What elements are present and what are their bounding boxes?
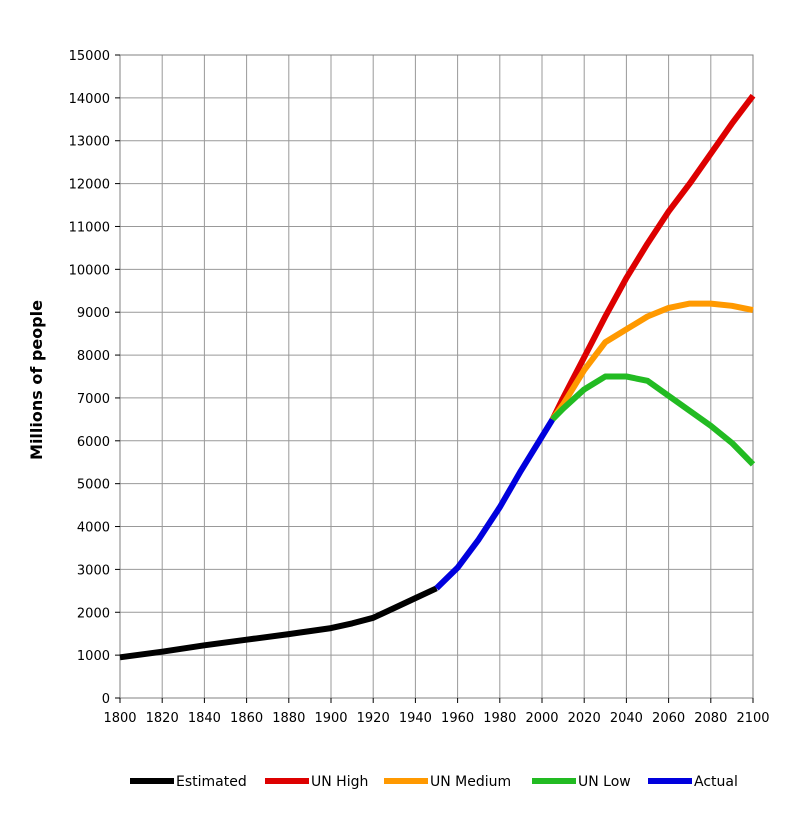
y-tick-label: 9000 — [77, 306, 110, 321]
y-tick-label: 1000 — [77, 649, 110, 664]
y-tick-label: 8000 — [77, 349, 110, 364]
legend-item-estimated: Estimated — [130, 774, 247, 790]
x-tick-label: 1880 — [272, 711, 305, 726]
x-tick-label: 1900 — [314, 711, 347, 726]
legend-label: UN Low — [578, 774, 631, 790]
x-tick-label: 2060 — [652, 711, 685, 726]
series-line-un-low — [550, 373, 756, 467]
series-line-estimated — [119, 585, 438, 661]
x-tick-label: 2040 — [610, 711, 643, 726]
x-tick-label: 2100 — [736, 711, 769, 726]
legend-item-actual: Actual — [648, 774, 738, 790]
x-tick-label: 2000 — [525, 711, 558, 726]
x-tick-label: 1820 — [146, 711, 179, 726]
gridlines — [119, 54, 754, 699]
plot-border — [119, 54, 754, 699]
series-lines — [119, 93, 756, 661]
legend-item-un-high: UN High — [265, 774, 368, 790]
y-tick-label: 14000 — [69, 92, 110, 107]
y-tick-label: 13000 — [69, 135, 110, 150]
legend-item-un-medium: UN Medium — [384, 774, 511, 790]
legend: Estimated UN High UN Medium UN Low Actual — [130, 774, 738, 790]
x-tick-label: 1980 — [483, 711, 516, 726]
series-line-un-medium — [550, 300, 754, 422]
y-tick-label: 6000 — [77, 435, 110, 450]
y-tick-label: 11000 — [69, 220, 110, 235]
x-tick-label: 1960 — [441, 711, 474, 726]
y-tick-label: 12000 — [69, 178, 110, 193]
y-tick-label: 4000 — [77, 521, 110, 536]
legend-label: Actual — [694, 774, 738, 790]
y-tick-label: 0 — [102, 692, 110, 707]
series-line-actual — [434, 417, 556, 591]
y-tick-label: 5000 — [77, 478, 110, 493]
y-tick-label: 10000 — [69, 263, 110, 278]
legend-label: Estimated — [176, 774, 247, 790]
series-line-un-high — [549, 93, 756, 421]
y-tick-label: 7000 — [77, 392, 110, 407]
x-tick-label: 1940 — [399, 711, 432, 726]
y-tick-label: 2000 — [77, 606, 110, 621]
x-axis-tick-labels: 1800 1820 1840 1860 1880 1900 1920 1940 1960 1980… — [103, 698, 770, 726]
plot-frame — [119, 54, 754, 699]
x-tick-label: 2020 — [568, 711, 601, 726]
x-tick-label: 1800 — [103, 711, 136, 726]
y-axis-title: Millions of people — [27, 300, 46, 460]
y-axis-tick-labels: 0 1000 2000 3000 4000 5000 6000 7000 8000 9000 100… — [69, 49, 120, 707]
x-tick-label: 1860 — [230, 711, 263, 726]
x-tick-label: 1920 — [357, 711, 390, 726]
x-tick-label: 2080 — [694, 711, 727, 726]
legend-label: UN High — [311, 774, 368, 790]
y-tick-label: 15000 — [69, 49, 110, 64]
y-tick-label: 3000 — [77, 563, 110, 578]
legend-item-un-low: UN Low — [532, 774, 631, 790]
x-tick-label: 1840 — [188, 711, 221, 726]
legend-label: UN Medium — [430, 774, 511, 790]
